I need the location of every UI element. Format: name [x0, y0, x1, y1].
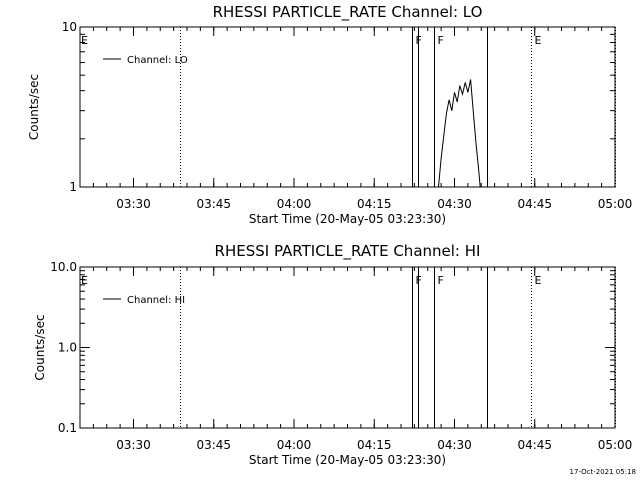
chart-title: RHESSI PARTICLE_RATE Channel: HI [215, 242, 481, 261]
x-axis-label: Start Time (20-May-05 03:23:30) [249, 453, 446, 467]
x-tick-label: 04:15 [357, 197, 392, 211]
x-tick-label: 03:45 [196, 438, 231, 452]
legend-label: Channel: HI [127, 295, 185, 306]
x-tick-label: 05:00 [598, 197, 633, 211]
x-tick-label: 04:00 [277, 438, 312, 452]
x-tick-label: 04:45 [517, 438, 552, 452]
x-tick-label: 04:30 [437, 197, 472, 211]
event-marker-label: E [535, 274, 542, 287]
event-marker-label: F [438, 34, 444, 47]
chart-title: RHESSI PARTICLE_RATE Channel: LO [213, 3, 483, 22]
footer-timestamp: 17-Oct-2021 05:18 [570, 468, 636, 476]
chart-panel-1: RHESSI PARTICLE_RATE Channel: LO 10 1 Count… [27, 3, 632, 226]
chart-panel-2: RHESSI PARTICLE_RATE Channel: HI 10.0 1.0 0… [33, 242, 632, 467]
x-tick-label: 04:00 [277, 197, 312, 211]
x-axis-label: Start Time (20-May-05 03:23:30) [249, 212, 446, 226]
x-tick-label: 03:30 [116, 197, 151, 211]
chart-panels: RHESSI PARTICLE_RATE Channel: LO 10 1 Count… [27, 3, 632, 467]
edge-marker-label: E [81, 34, 88, 47]
y-tick-label: 10.0 [50, 260, 77, 274]
y-tick-label: 0.1 [58, 421, 77, 435]
x-tick-label: 03:45 [196, 197, 231, 211]
x-tick-label: 03:30 [116, 438, 151, 452]
event-marker-label: F [438, 274, 444, 287]
x-tick-label: 05:00 [598, 438, 633, 452]
series-line-1 [438, 79, 481, 188]
y-axis-label: Counts/sec [27, 74, 41, 140]
y-tick-label: 10 [62, 20, 77, 34]
event-marker-label: E [535, 34, 542, 47]
x-tick-label: 04:45 [517, 197, 552, 211]
y-tick-label: 1.0 [58, 341, 77, 355]
x-tick-label: 04:15 [357, 438, 392, 452]
legend-label: Channel: LO [127, 55, 188, 66]
y-tick-label: 1 [69, 180, 77, 194]
edge-marker-label: E [81, 274, 88, 287]
x-tick-label: 04:30 [437, 438, 472, 452]
y-axis-label: Counts/sec [33, 314, 47, 380]
